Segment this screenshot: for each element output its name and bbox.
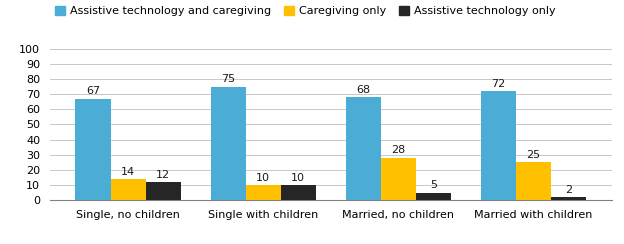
- Text: 10: 10: [291, 173, 305, 183]
- Bar: [346, 97, 381, 200]
- Text: 14: 14: [121, 167, 135, 177]
- Bar: [110, 179, 145, 200]
- Text: 72: 72: [491, 79, 505, 89]
- Bar: [246, 185, 281, 200]
- Text: 10: 10: [256, 173, 270, 183]
- Text: 5: 5: [430, 180, 437, 190]
- Bar: [516, 162, 551, 200]
- Bar: [76, 99, 110, 200]
- Text: 2: 2: [565, 185, 572, 195]
- Bar: [145, 182, 181, 200]
- Text: 68: 68: [356, 85, 370, 95]
- Bar: [480, 91, 516, 200]
- Bar: [381, 158, 416, 200]
- Text: 12: 12: [156, 170, 170, 180]
- Bar: [210, 87, 246, 200]
- Text: 67: 67: [86, 86, 100, 96]
- Bar: [551, 197, 586, 200]
- Legend: Assistive technology and caregiving, Caregiving only, Assistive technology only: Assistive technology and caregiving, Car…: [56, 6, 555, 16]
- Bar: [416, 193, 451, 200]
- Text: 75: 75: [221, 74, 235, 84]
- Bar: [281, 185, 316, 200]
- Text: 28: 28: [391, 145, 406, 155]
- Text: 25: 25: [526, 150, 540, 160]
